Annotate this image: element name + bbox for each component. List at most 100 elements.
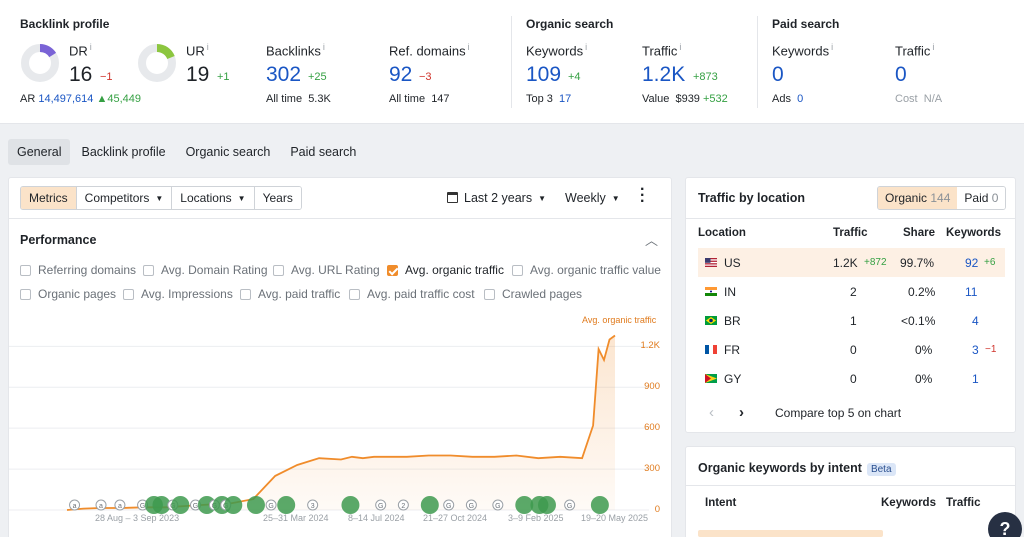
svg-text:G: G bbox=[268, 503, 273, 510]
location-code[interactable]: FR bbox=[724, 343, 740, 357]
next-arrow-icon[interactable]: › bbox=[739, 404, 744, 421]
organic-toggle[interactable]: Organic 144 bbox=[878, 187, 958, 209]
x-tick-label: 3–9 Feb 2025 bbox=[508, 513, 564, 523]
ur-ring bbox=[138, 44, 176, 82]
y-tick-label: 1.2K bbox=[640, 340, 660, 352]
organic-traffic-value[interactable]: 1.2K bbox=[642, 63, 686, 86]
checkbox-avg-paid-traffic-cost[interactable]: Avg. paid traffic cost bbox=[349, 287, 475, 301]
location-row-in[interactable]: IN 2 0.2% 11 bbox=[698, 277, 1005, 306]
backlinks-alltime: All time 5.3K bbox=[266, 93, 331, 105]
col-location[interactable]: Location bbox=[698, 227, 746, 239]
location-row-gy[interactable]: GY 0 0% 1 bbox=[698, 364, 1005, 393]
ref-domains-value[interactable]: 92 bbox=[389, 63, 413, 86]
collapse-chevron-icon[interactable]: ︿ bbox=[645, 233, 659, 248]
location-row-br[interactable]: BR 1 <0.1% 4 bbox=[698, 306, 1005, 335]
dr-label[interactable]: DR i bbox=[69, 42, 92, 59]
svg-text:G: G bbox=[140, 503, 145, 510]
location-row-us[interactable]: US 1.2K +872 99.7% 92 +6 bbox=[698, 248, 1005, 277]
organic-keywords-label[interactable]: Keywords i bbox=[526, 42, 588, 59]
keywords-cell[interactable]: 3 bbox=[972, 343, 979, 357]
metrics-button[interactable]: Metrics bbox=[21, 187, 76, 209]
us-flag-icon bbox=[705, 258, 717, 267]
y-tick-label: 900 bbox=[644, 381, 660, 393]
prev-arrow-icon[interactable]: ‹ bbox=[709, 404, 714, 421]
location-row-fr[interactable]: FR 0 0% 3 −1 bbox=[698, 335, 1005, 364]
event-marker: a bbox=[69, 499, 81, 511]
ur-delta: +1 bbox=[217, 71, 230, 83]
checkbox-avg-domain-rating[interactable]: Avg. Domain Rating bbox=[143, 263, 268, 277]
organic-traffic-label[interactable]: Traffic i bbox=[642, 42, 682, 59]
period-dropdown[interactable]: Last 2 years ▼ bbox=[447, 191, 546, 205]
ref-domains-label[interactable]: Ref. domains i bbox=[389, 42, 470, 59]
organic-keywords-value[interactable]: 109 bbox=[526, 63, 562, 86]
location-code[interactable]: BR bbox=[724, 314, 741, 328]
dr-delta: −1 bbox=[100, 71, 113, 83]
keywords-cell[interactable]: 92 bbox=[965, 256, 979, 270]
intent-bar bbox=[698, 530, 883, 537]
traffic-chart[interactable]: aaaGGGGGG3G2GGGG bbox=[9, 310, 671, 537]
checkbox-avg-organic-traffic[interactable]: Avg. organic traffic bbox=[387, 263, 504, 277]
svg-text:a: a bbox=[118, 503, 122, 510]
col-share[interactable]: Share bbox=[903, 227, 935, 239]
tab-backlink-profile[interactable]: Backlink profile bbox=[81, 145, 166, 159]
col-intent-traffic[interactable]: Traffic bbox=[946, 497, 981, 509]
more-menu-icon[interactable]: · · · bbox=[640, 181, 646, 210]
compare-top5-link[interactable]: Compare top 5 on chart bbox=[775, 406, 902, 420]
location-code[interactable]: US bbox=[724, 256, 741, 270]
paid-keywords-label[interactable]: Keywords i bbox=[772, 42, 834, 59]
col-traffic[interactable]: Traffic bbox=[833, 227, 868, 239]
paid-keywords-value[interactable]: 0 bbox=[772, 63, 784, 86]
keywords-cell[interactable]: 1 bbox=[972, 372, 979, 386]
years-button[interactable]: Years bbox=[253, 187, 301, 209]
event-marker: a bbox=[95, 499, 107, 511]
chevron-down-icon: ▼ bbox=[237, 194, 246, 203]
checkbox-organic-pages[interactable]: Organic pages bbox=[20, 287, 116, 301]
keywords-cell[interactable]: 11 bbox=[965, 285, 978, 299]
backlink-profile-title: Backlink profile bbox=[20, 17, 110, 31]
location-code[interactable]: GY bbox=[724, 372, 742, 386]
svg-text:G: G bbox=[378, 503, 383, 510]
organic-keywords-delta: +4 bbox=[568, 71, 581, 83]
chevron-down-icon: ▼ bbox=[611, 194, 620, 203]
event-marker bbox=[341, 496, 360, 514]
y-tick-label: 300 bbox=[644, 463, 660, 475]
checkbox-crawled-pages[interactable]: Crawled pages bbox=[484, 287, 582, 301]
tab-organic-search[interactable]: Organic search bbox=[185, 145, 271, 159]
intent-title: Organic keywords by intent Beta bbox=[698, 461, 896, 476]
event-marker: G bbox=[564, 499, 576, 511]
checkbox-referring-domains[interactable]: Referring domains bbox=[20, 263, 136, 277]
checkbox-avg-paid-traffic[interactable]: Avg. paid traffic bbox=[240, 287, 340, 301]
ur-value: 19 bbox=[186, 63, 210, 86]
col-intent-keywords[interactable]: Keywords bbox=[881, 497, 936, 509]
svg-text:G: G bbox=[495, 503, 500, 510]
checkbox-avg-impressions[interactable]: Avg. Impressions bbox=[123, 287, 233, 301]
help-button[interactable]: ? bbox=[988, 512, 1022, 537]
traffic-value-line: Value $939 +532 bbox=[642, 93, 728, 105]
checkbox-avg-organic-traffic-value[interactable]: Avg. organic traffic value bbox=[512, 263, 661, 277]
br-flag-icon bbox=[705, 316, 717, 325]
checkbox-avg-url-rating[interactable]: Avg. URL Rating bbox=[273, 263, 380, 277]
competitors-button[interactable]: Competitors ▼ bbox=[75, 187, 172, 209]
svg-text:G: G bbox=[567, 503, 572, 510]
keywords-cell[interactable]: 4 bbox=[972, 314, 979, 328]
x-tick-label: 25–31 Mar 2024 bbox=[263, 513, 329, 523]
ur-label[interactable]: UR i bbox=[186, 42, 209, 59]
locations-button[interactable]: Locations ▼ bbox=[171, 187, 254, 209]
paid-traffic-value[interactable]: 0 bbox=[895, 63, 907, 86]
location-code[interactable]: IN bbox=[724, 285, 736, 299]
organic-traffic-delta: +873 bbox=[693, 71, 718, 83]
share-cell: 0% bbox=[915, 372, 933, 386]
divider bbox=[511, 16, 512, 108]
tab-paid-search[interactable]: Paid search bbox=[290, 145, 357, 159]
paid-toggle[interactable]: Paid 0 bbox=[957, 187, 1006, 209]
event-marker: G bbox=[375, 499, 387, 511]
col-keywords[interactable]: Keywords bbox=[946, 227, 1001, 239]
backlinks-value[interactable]: 302 bbox=[266, 63, 302, 86]
event-marker: a bbox=[114, 499, 126, 511]
backlinks-label[interactable]: Backlinks i bbox=[266, 42, 325, 59]
paid-traffic-label[interactable]: Traffic i bbox=[895, 42, 935, 59]
col-intent[interactable]: Intent bbox=[705, 497, 737, 509]
top3-line: Top 3 17 bbox=[526, 93, 572, 105]
interval-dropdown[interactable]: Weekly ▼ bbox=[565, 191, 620, 205]
tab-general[interactable]: General bbox=[8, 139, 71, 165]
